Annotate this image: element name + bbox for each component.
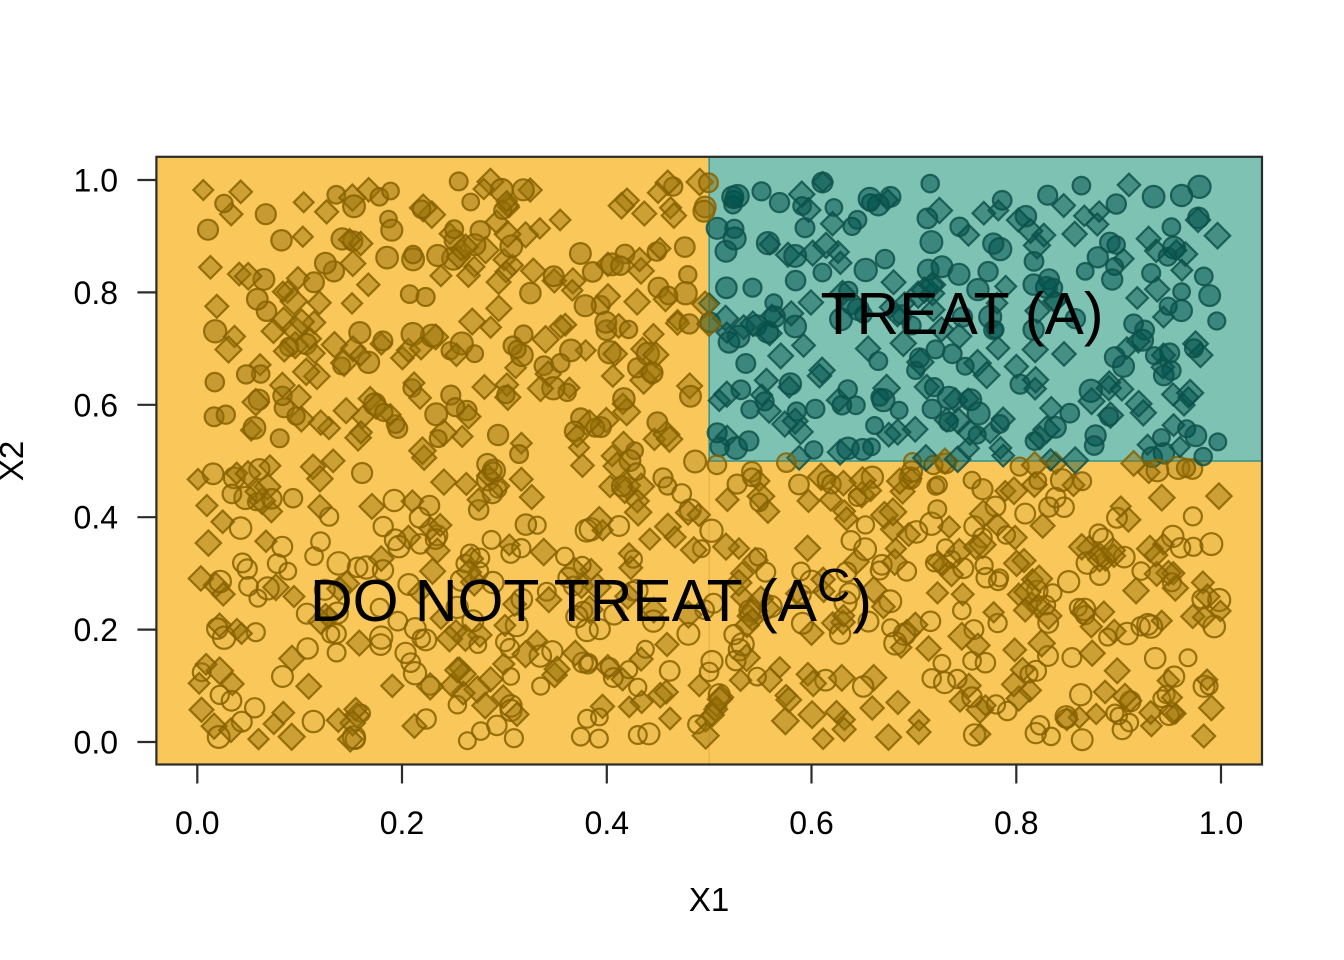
svg-text:DO NOT TREAT (AC): DO NOT TREAT (AC): [310, 559, 872, 634]
svg-text:TREAT (A): TREAT (A): [821, 281, 1104, 347]
svg-text:X1: X1: [689, 881, 729, 918]
svg-text:0.0: 0.0: [175, 805, 219, 841]
svg-text:0.4: 0.4: [585, 805, 629, 841]
svg-text:0.6: 0.6: [789, 805, 833, 841]
svg-text:0.0: 0.0: [74, 725, 118, 761]
svg-text:0.6: 0.6: [74, 387, 118, 423]
svg-text:0.8: 0.8: [74, 275, 118, 311]
svg-text:1.0: 1.0: [1199, 805, 1243, 841]
svg-text:X2: X2: [0, 441, 30, 481]
svg-text:0.4: 0.4: [74, 500, 118, 536]
svg-text:1.0: 1.0: [74, 163, 118, 199]
svg-text:0.8: 0.8: [994, 805, 1038, 841]
svg-text:0.2: 0.2: [74, 612, 118, 648]
svg-text:0.2: 0.2: [380, 805, 424, 841]
